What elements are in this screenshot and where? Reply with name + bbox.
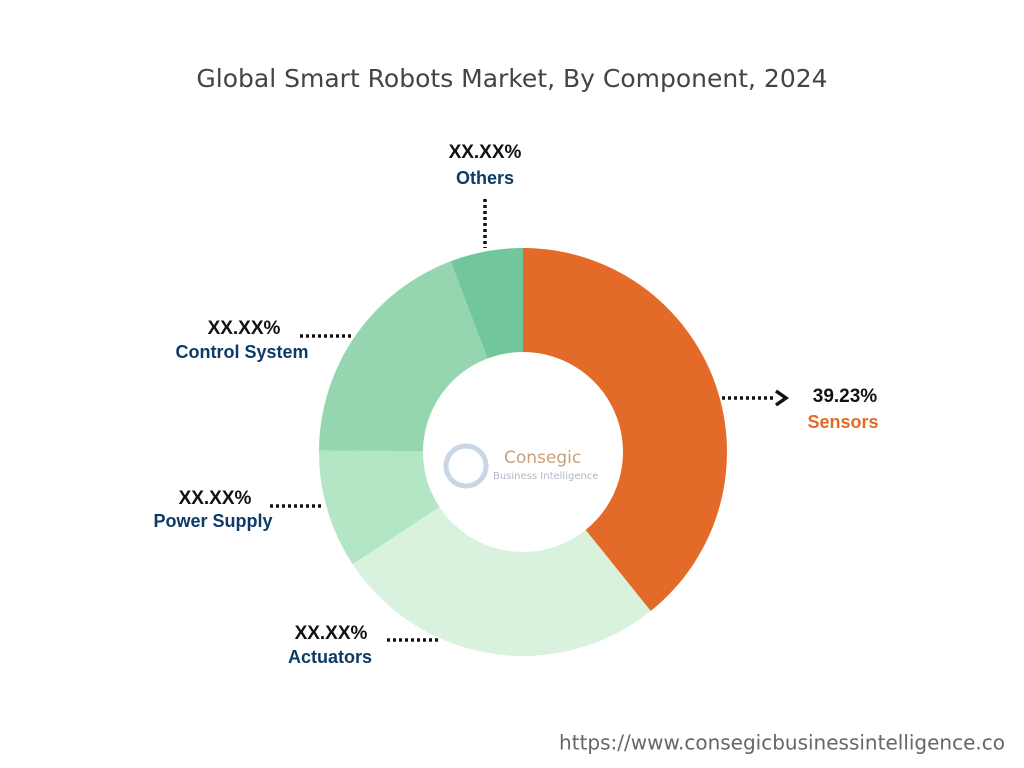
logo-name: Consegic <box>504 448 581 468</box>
category-label: Others <box>456 168 514 188</box>
value-label: 39.23% <box>813 386 878 407</box>
slice <box>319 450 440 565</box>
slice <box>352 507 651 656</box>
source-url: https://www.consegicbusinessintelligence… <box>559 731 1005 755</box>
category-label: Sensors <box>807 412 878 432</box>
value-label: XX.XX% <box>179 488 252 509</box>
value-label: XX.XX% <box>295 623 368 644</box>
value-label: XX.XX% <box>449 142 522 163</box>
slice <box>319 261 488 452</box>
chart-title: Global Smart Robots Market, By Component… <box>196 64 827 93</box>
category-label: Control System <box>175 342 308 362</box>
leader-arrow <box>774 389 790 407</box>
category-label: Actuators <box>288 647 372 667</box>
slice <box>523 248 727 612</box>
logo-icon <box>443 443 489 489</box>
logo: Consegic Business Intelligence <box>443 443 598 489</box>
category-label: Power Supply <box>153 511 272 531</box>
logo-tagline: Business Intelligence <box>493 471 598 482</box>
value-label: XX.XX% <box>208 318 281 339</box>
slice <box>450 248 523 359</box>
